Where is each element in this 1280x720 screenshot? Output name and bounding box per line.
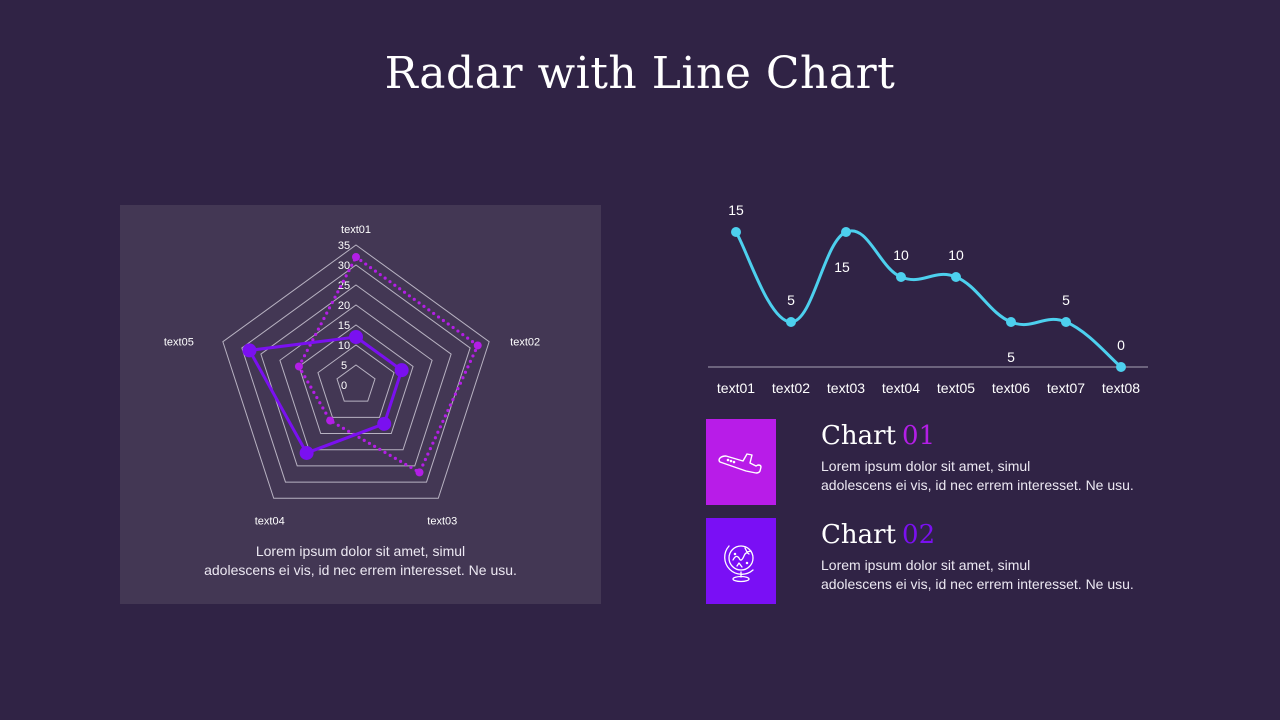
radar-caption-line2: adolescens ei vis, id nec errem interess… — [204, 562, 517, 578]
line-data-label: 5 — [787, 292, 795, 308]
line-data-point — [951, 272, 961, 282]
radar-category-label: text02 — [510, 337, 540, 349]
chart-02-icon-box — [706, 518, 776, 604]
chart-01-icon-box — [706, 419, 776, 505]
line-category-label: text04 — [882, 380, 920, 396]
radar-tick-label: 25 — [338, 280, 350, 292]
radar-data-point — [349, 330, 363, 344]
line-chart: 15 5 15 10 10 5 5 0 text01 text02 text03 text04 text… — [708, 202, 1148, 396]
line-data-label: 0 — [1117, 337, 1125, 353]
radar-data-point — [415, 468, 424, 477]
radar-caption-line1: Lorem ipsum dolor sit amet, simul — [255, 543, 466, 559]
line-data-point — [841, 227, 851, 237]
radar-tick-label: 20 — [338, 300, 350, 312]
radar-tick-label: 35 — [338, 240, 350, 252]
radar-category-label: text03 — [427, 515, 457, 527]
radar-tick-label: 10 — [338, 340, 350, 352]
radar-data-point — [294, 362, 303, 371]
radar-series-2 — [297, 254, 480, 475]
line-category-label: text01 — [717, 380, 755, 396]
radar-tick-label: 15 — [338, 320, 350, 332]
radar-chart: 0 5 10 15 20 25 30 35 text01 text02 text03 text04 te… — [164, 224, 540, 527]
line-data-label: 5 — [1007, 349, 1015, 365]
radar-category-label: text04 — [255, 515, 285, 527]
radar-grid-ring — [260, 284, 452, 467]
chart-01-description: Lorem ipsum dolor sit amet, simul adoles… — [821, 458, 1134, 493]
chart-01-number: 01 — [902, 421, 936, 451]
radar-grid-ring — [241, 264, 471, 483]
radar-category-label: text01 — [341, 224, 371, 236]
radar-data-point — [242, 343, 257, 358]
radar-grid-ring — [279, 304, 433, 451]
radar-series-1 — [247, 335, 404, 455]
line-category-label: text05 — [937, 380, 975, 396]
radar-data-point — [299, 445, 314, 460]
line-data-point — [731, 227, 741, 237]
radar-tick-label: 5 — [341, 360, 347, 372]
radar-tick-label: 30 — [338, 260, 350, 272]
line-data-label: 5 — [1062, 292, 1070, 308]
page-title: Radar with Line Chart — [384, 48, 896, 99]
line-data-label: 10 — [948, 247, 964, 263]
radar-tick-label: 0 — [341, 380, 347, 392]
radar-category-label: text05 — [164, 337, 194, 349]
line-category-label: text07 — [1047, 380, 1085, 396]
chart-02-title: Chart 02 — [821, 520, 936, 550]
radar-data-point — [377, 416, 392, 431]
chart-02-card: Chart 02 Lorem ipsum dolor sit amet, simu… — [706, 518, 1156, 604]
line-data-point — [1116, 362, 1126, 372]
line-category-label: text03 — [827, 380, 865, 396]
line-data-point — [786, 317, 796, 327]
radar-grid-ring — [222, 244, 490, 499]
radar-grid-ring — [336, 364, 376, 402]
line-category-label: text02 — [772, 380, 810, 396]
radar-data-point — [326, 416, 335, 425]
line-category-label: text06 — [992, 380, 1030, 396]
line-category-label: text08 — [1102, 380, 1140, 396]
radar-chart-panel: 0 5 10 15 20 25 30 35 text01 text02 text03 text04 te… — [120, 205, 601, 604]
chart-02-number: 02 — [902, 520, 936, 550]
radar-data-point — [473, 341, 482, 350]
line-data-label: 10 — [893, 247, 909, 263]
line-data-label: 15 — [728, 202, 744, 218]
chart-01-title: Chart 01 — [821, 421, 936, 451]
line-chart-area: 15 5 15 10 10 5 5 0 text01 text02 text03 text04 text… — [700, 195, 1160, 405]
globe-icon — [724, 545, 754, 583]
chart-01-card: Chart 01 Lorem ipsum dolor sit amet, simu… — [706, 419, 1156, 505]
line-data-point — [1061, 317, 1071, 327]
radar-data-point — [394, 363, 409, 378]
radar-grid-ring — [317, 344, 395, 418]
radar-caption: Lorem ipsum dolor sit amet, simul adoles… — [120, 542, 601, 580]
line-data-point — [1006, 317, 1016, 327]
airplane-takeoff-icon — [718, 453, 762, 474]
line-data-point — [896, 272, 906, 282]
line-data-label: 15 — [834, 259, 850, 275]
chart-02-description: Lorem ipsum dolor sit amet, simul adoles… — [821, 557, 1134, 592]
radar-data-point — [352, 253, 360, 261]
